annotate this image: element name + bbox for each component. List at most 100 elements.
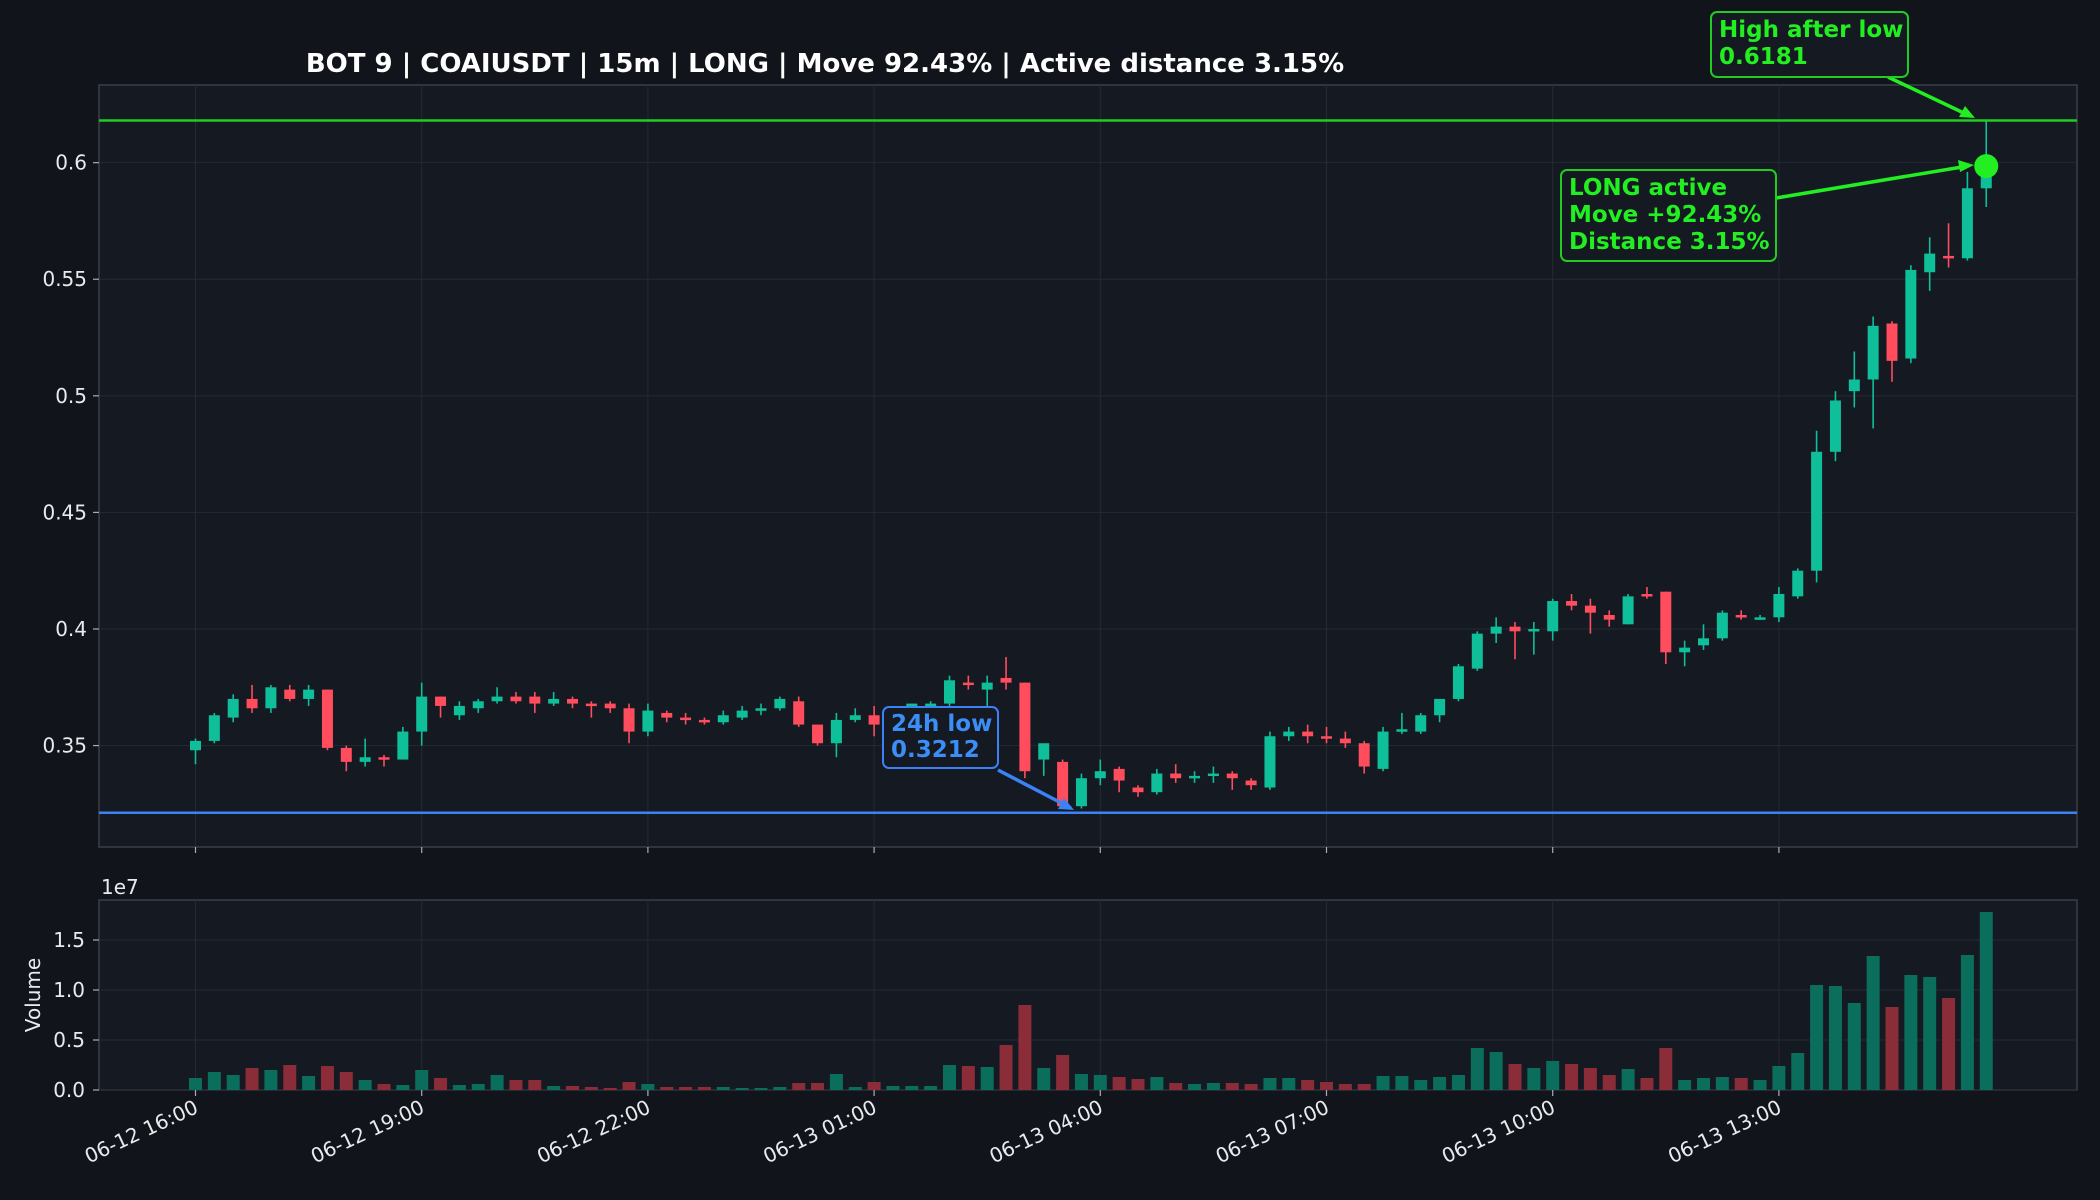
volume-bar bbox=[566, 1086, 579, 1090]
volume-bar bbox=[1320, 1082, 1333, 1090]
volume-bar bbox=[1244, 1084, 1258, 1090]
time-tick-label: 06-13 04:00 bbox=[986, 1095, 1107, 1168]
volume-bar bbox=[641, 1084, 655, 1090]
active-annotation-move: Move +92.43% bbox=[1569, 202, 1761, 228]
candle-body bbox=[1622, 596, 1634, 625]
volume-bar bbox=[584, 1087, 598, 1090]
volume-bar bbox=[1093, 1075, 1107, 1090]
volume-bar bbox=[1979, 912, 1993, 1090]
candle-body bbox=[1811, 451, 1823, 571]
candle-body bbox=[1415, 715, 1427, 732]
reference-lines bbox=[99, 119, 2077, 814]
candle-body bbox=[1396, 729, 1408, 732]
high-annotation: High after low 0.6181 bbox=[1710, 11, 1975, 118]
volume-bar bbox=[1866, 956, 1880, 1090]
active-annotation-box bbox=[1560, 169, 1777, 262]
high-annotation-box bbox=[1710, 11, 1909, 78]
candle-body bbox=[1057, 761, 1069, 807]
volume-bar bbox=[1056, 1055, 1070, 1090]
active-arrow-line bbox=[1775, 164, 1969, 200]
active-arrow-head bbox=[1958, 160, 1974, 172]
candle-body bbox=[303, 689, 315, 699]
volume-bar bbox=[1282, 1078, 1296, 1090]
price-panel bbox=[98, 84, 2078, 848]
volume-bar bbox=[283, 1065, 297, 1090]
volume-bar bbox=[735, 1088, 749, 1090]
candle-body bbox=[1019, 682, 1031, 772]
candle-body bbox=[1094, 771, 1106, 779]
volume-bar bbox=[1338, 1084, 1352, 1090]
volume-bar bbox=[1621, 1069, 1635, 1090]
volume-bar bbox=[509, 1080, 523, 1090]
candle-body bbox=[1509, 626, 1521, 632]
volume-bar bbox=[1791, 1053, 1805, 1090]
candle-body bbox=[1038, 743, 1050, 760]
volume-bar bbox=[697, 1087, 711, 1090]
volume-bar bbox=[811, 1083, 825, 1090]
candle-body bbox=[1698, 638, 1709, 646]
candle-body bbox=[265, 687, 277, 709]
candle-body bbox=[1377, 731, 1389, 769]
candle-body bbox=[1113, 768, 1125, 781]
volume-bar bbox=[1018, 1005, 1032, 1090]
volume-bar bbox=[264, 1070, 278, 1090]
high-arrow-head bbox=[1959, 106, 1975, 118]
volume-bar bbox=[1546, 1061, 1560, 1090]
volume-bar bbox=[302, 1076, 316, 1090]
candle-body bbox=[510, 696, 522, 702]
volume-bar bbox=[1489, 1052, 1503, 1090]
volume-bar bbox=[1659, 1048, 1673, 1090]
volume-bar bbox=[1112, 1077, 1126, 1090]
volume-bar bbox=[490, 1075, 504, 1090]
active-annotation-distance: Distance 3.15% bbox=[1569, 229, 1770, 255]
volume-bar bbox=[1169, 1083, 1183, 1090]
candle-body bbox=[378, 757, 390, 760]
volume-bar bbox=[622, 1082, 636, 1090]
candle-body bbox=[1641, 594, 1653, 597]
volume-bar bbox=[829, 1074, 843, 1090]
candle-body bbox=[1867, 325, 1879, 380]
candle-body bbox=[453, 705, 465, 716]
volume-bar bbox=[1470, 1048, 1484, 1090]
candle-body bbox=[962, 682, 974, 686]
volume-bars bbox=[189, 912, 1993, 1090]
volume-bar bbox=[867, 1082, 881, 1090]
volume-bar bbox=[547, 1086, 561, 1090]
low-annotation-box bbox=[882, 706, 999, 769]
volume-bar bbox=[1602, 1075, 1616, 1090]
volume-tick-label: 1.0 bbox=[53, 978, 85, 1002]
high-arrow-line bbox=[1887, 75, 1969, 117]
volume-bar bbox=[1715, 1077, 1729, 1090]
candle-body bbox=[1189, 775, 1201, 779]
candle-body bbox=[981, 682, 993, 690]
volume-bar bbox=[905, 1086, 919, 1090]
candle-body bbox=[642, 710, 654, 732]
time-tick-label: 06-12 22:00 bbox=[533, 1095, 654, 1168]
price-tick-label: 0.35 bbox=[42, 734, 87, 758]
volume-bar bbox=[1904, 975, 1918, 1090]
low-arrow-line bbox=[997, 768, 1072, 810]
candle-body bbox=[491, 696, 503, 702]
volume-bar bbox=[1037, 1068, 1051, 1090]
candle-body bbox=[246, 698, 258, 709]
volume-bar bbox=[961, 1066, 975, 1090]
low-arrow-head bbox=[1058, 798, 1074, 810]
candle-body bbox=[774, 698, 786, 709]
volume-bar bbox=[528, 1080, 542, 1090]
volume-bar bbox=[1206, 1083, 1220, 1090]
candle-body bbox=[1471, 633, 1483, 669]
volume-bar bbox=[396, 1085, 410, 1090]
price-tick-label: 0.55 bbox=[42, 267, 87, 291]
volume-bar bbox=[1828, 986, 1842, 1090]
candle-body bbox=[397, 731, 409, 760]
candle-body bbox=[1754, 617, 1766, 620]
volume-bar bbox=[471, 1084, 485, 1090]
volume-bar bbox=[358, 1080, 372, 1090]
candle-body bbox=[830, 719, 842, 744]
candle-body bbox=[661, 712, 673, 718]
grid bbox=[99, 85, 2077, 1091]
volume-bar bbox=[1810, 985, 1824, 1090]
candle-body bbox=[680, 717, 692, 721]
candle-body bbox=[925, 703, 937, 707]
